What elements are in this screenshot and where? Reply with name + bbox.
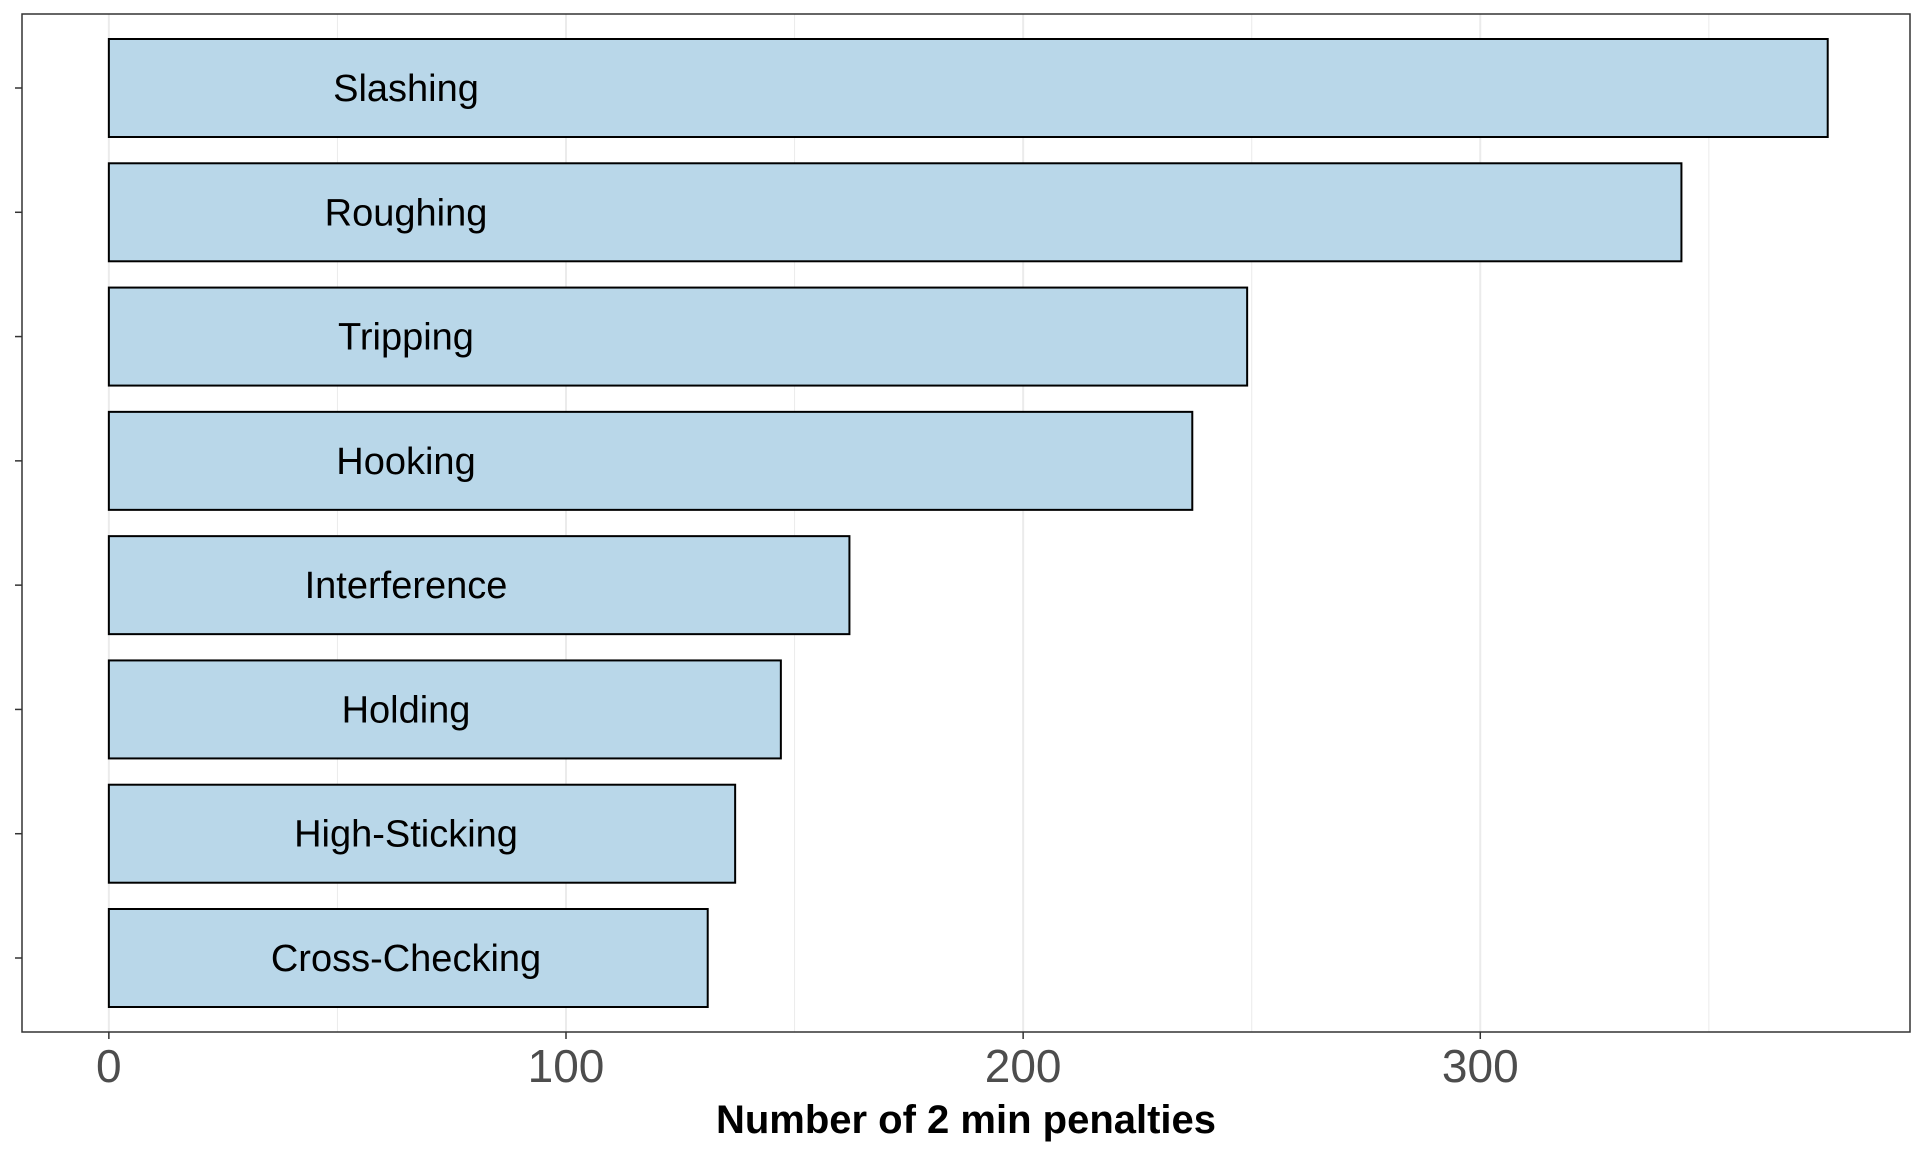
x-axis-ticks: 0 100 200 300 bbox=[96, 1032, 1519, 1092]
bar-high-sticking bbox=[107, 783, 737, 884]
bar-interference bbox=[107, 535, 851, 636]
bar-cross-checking bbox=[107, 908, 709, 1008]
bar-slashing bbox=[107, 38, 1829, 138]
x-tick-label: 100 bbox=[528, 1040, 605, 1092]
y-ticks-layer bbox=[15, 87, 22, 959]
x-axis-title: Number of 2 min penalties bbox=[716, 1098, 1216, 1142]
bar-label: Roughing bbox=[325, 192, 488, 234]
bar-tripping bbox=[107, 286, 1249, 387]
panel-border bbox=[21, 13, 1911, 1033]
x-tick-label: 300 bbox=[1442, 1040, 1519, 1092]
bar-label: Interference bbox=[305, 565, 508, 607]
bar-label: Hooking bbox=[336, 441, 475, 483]
bar-label: Tripping bbox=[338, 317, 474, 359]
bar-roughing bbox=[107, 162, 1683, 263]
bar-labels-layer: Slashing Roughing Tripping Hooking Interfere… bbox=[271, 68, 541, 980]
bar-label: High-Sticking bbox=[294, 814, 518, 856]
x-tick-label: 0 bbox=[96, 1040, 122, 1092]
bar-label: Slashing bbox=[333, 68, 479, 110]
bar-label: Cross-Checking bbox=[271, 938, 541, 980]
bar-label: Holding bbox=[342, 689, 471, 731]
bar-hooking bbox=[107, 410, 1194, 511]
x-tick-label: 200 bbox=[985, 1040, 1062, 1092]
bar-holding bbox=[107, 659, 782, 760]
bars-layer bbox=[107, 38, 1829, 1008]
